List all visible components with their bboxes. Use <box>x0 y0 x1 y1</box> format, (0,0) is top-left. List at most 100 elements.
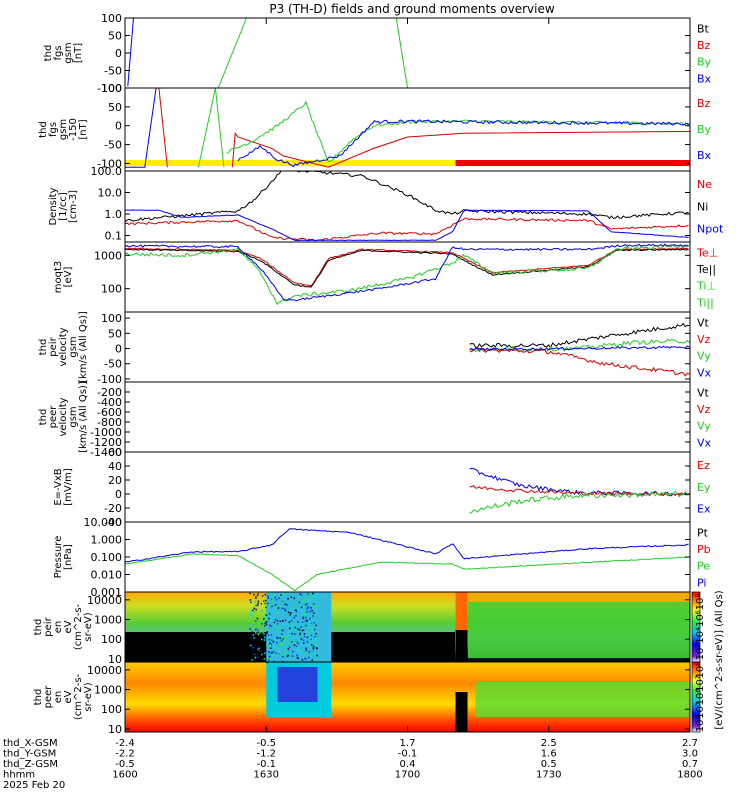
y-tick-label: 100 <box>101 703 122 716</box>
x-tick-label: 3.0 <box>682 749 698 760</box>
spectrogram-pixel <box>315 594 317 596</box>
panel-frame <box>124 381 691 453</box>
spectrogram-pixel <box>281 606 283 609</box>
spectrogram-pixel <box>307 606 309 608</box>
spectrogram-pixel <box>278 597 280 599</box>
mode-bar-fast <box>455 160 690 166</box>
y-axis-label: en <box>53 691 64 704</box>
spectrogram-pixel <box>249 644 252 647</box>
spectrogram-pixel <box>276 641 278 643</box>
spectrogram-pixel <box>306 641 309 643</box>
y-tick-label: 60 <box>108 446 122 459</box>
legend-entry: Bt <box>697 22 710 35</box>
spectrogram-pixel <box>290 620 293 622</box>
spectrogram-pixel <box>295 609 297 611</box>
y-axis-label: thd <box>33 689 44 706</box>
spectrogram-pixel <box>312 615 314 617</box>
spectrogram-pixel <box>305 647 307 650</box>
x-tick-label: -0.5 <box>115 759 135 770</box>
y-axis-label: peer <box>48 405 59 429</box>
spectrogram-pixel <box>253 607 256 610</box>
spectrogram-pixel <box>264 602 267 605</box>
spectrogram-pixel <box>264 636 266 639</box>
by-series <box>217 17 247 89</box>
spectrogram-pixel <box>289 626 292 628</box>
y-axis-label: gsm <box>68 406 79 427</box>
x-tick-label: 1600 <box>112 770 137 781</box>
spectrogram-pixel <box>254 656 256 659</box>
spectrogram-pixel <box>287 648 290 650</box>
spectrogram-pixel <box>266 631 268 633</box>
spectrogram-pixel <box>308 656 310 659</box>
bz-series <box>231 130 691 168</box>
y-tick-label: 10 <box>108 723 122 736</box>
spectrogram-pixel <box>308 621 310 623</box>
y-tick-label: 100 <box>101 312 122 325</box>
spectrogram-pixel <box>295 629 298 631</box>
spectrogram-pixel <box>253 637 255 639</box>
spectrogram-pixel <box>264 652 266 654</box>
y-axis-label: [eV] <box>63 267 74 288</box>
spectrogram-pixel <box>314 626 317 628</box>
y-axis-label: en <box>53 621 64 634</box>
spectrogram-pixel <box>294 609 297 611</box>
spectrogram-pixel <box>250 633 253 635</box>
y-tick-label: -400 <box>97 396 122 409</box>
spectrogram-pixel <box>254 628 257 631</box>
y-tick-label: 50 <box>108 30 122 43</box>
spectrogram-pixel <box>306 636 309 639</box>
spectrogram-pixel <box>249 592 251 595</box>
spectrogram-pixel <box>305 643 307 646</box>
x-tick-label: 0.4 <box>400 759 416 770</box>
x-tick-label: 0.7 <box>682 759 698 770</box>
bz-series <box>158 87 168 168</box>
spectrogram-pixel <box>257 656 259 659</box>
spectrogram-pixel <box>259 622 261 624</box>
spectrogram-pixel <box>317 645 319 647</box>
spectrogram-pixel <box>270 618 272 621</box>
spectrogram-pixel <box>290 592 292 595</box>
spectrogram-pixel <box>266 601 268 603</box>
y-axis-label: sr-eV) <box>83 612 94 641</box>
spectrogram-pixel <box>267 634 270 637</box>
spectrogram-pixel <box>274 624 276 626</box>
spectrogram-pixel <box>312 648 315 650</box>
spectrogram-pixel <box>289 631 291 634</box>
spectrogram-pixel <box>302 629 305 631</box>
y-axis-label: [1/cc] <box>58 192 69 221</box>
spectrogram-pixel <box>281 633 283 635</box>
spectrogram-pixel <box>309 643 311 646</box>
spectrogram-pixel <box>297 607 299 610</box>
spectrogram-pixel <box>276 623 279 625</box>
spectrogram-pixel <box>282 637 284 640</box>
panel-frame <box>124 521 691 593</box>
colorbar-tick: 10⁴ <box>695 627 706 644</box>
spectrogram-pixel <box>265 616 268 618</box>
spectrogram-pixel <box>270 634 272 636</box>
spectrogram-pixel <box>301 600 303 603</box>
spectrogram-pixel <box>312 647 315 649</box>
spectrogram-pixel <box>265 614 267 616</box>
spectrogram-pixel <box>303 614 306 616</box>
spectrogram-pixel <box>306 599 309 601</box>
y-tick-label: 20 <box>108 474 122 487</box>
spectrogram-pixel <box>314 606 316 608</box>
spectrogram-pixel <box>259 631 261 634</box>
legend-entry: Pe <box>697 560 710 573</box>
spectrogram-pixel <box>254 600 257 602</box>
y-tick-label: -50 <box>104 139 122 152</box>
spectrogram-pixel <box>252 609 254 612</box>
spectrogram-pixel <box>299 632 302 635</box>
y-axis-label: (cm^2-s- <box>73 673 84 720</box>
y-axis-label: [km/s (All Qs)] <box>78 311 89 383</box>
spectrogram-pixel <box>269 642 271 645</box>
spectrogram-pixel <box>313 644 316 646</box>
spectrogram-pixel <box>264 593 266 596</box>
spectrogram-pixel <box>301 621 304 624</box>
spectrogram-pixel <box>275 652 277 654</box>
spectrogram-pixel <box>269 654 271 657</box>
y-tick-label: -100 <box>97 157 122 170</box>
spectrogram-pixel <box>250 601 252 603</box>
date-label: 2025 Feb 20 <box>3 780 65 791</box>
spectrogram-pixel <box>278 649 280 651</box>
